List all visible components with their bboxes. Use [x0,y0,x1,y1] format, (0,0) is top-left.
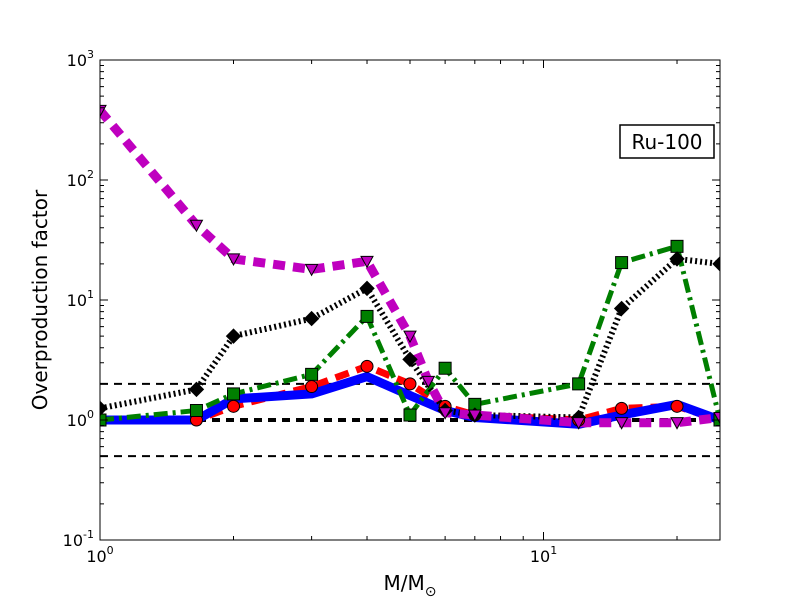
plot-area [100,60,720,540]
y-tick-label-0: 10-1 [63,528,94,550]
y-tick-label-4: 103 [67,48,94,70]
series-2-point [438,361,452,375]
annotation-frame [619,124,715,159]
y-tick-label-2: 101 [67,288,94,310]
series-0-point [615,401,629,415]
y-axis-title: Overproduction factor [28,189,52,410]
series-3-point [188,381,205,398]
series-4-point [670,417,684,430]
series-3-point [100,400,108,417]
series-2-point [360,309,374,323]
series-3-point [669,251,685,267]
x-tick-label-0: 100 [86,544,113,566]
series-3-point [359,280,375,297]
axis-ticks [99,59,720,541]
x-axis-title-subscript: ⊙ [425,584,437,600]
series-0-point [670,399,684,413]
annotation-box: Ru-100 [619,124,715,159]
series-2-point [305,367,319,381]
series-2-point [227,387,241,401]
series-0-point [227,399,241,413]
y-tick-label-1: 100 [67,408,94,430]
series-2-point [615,256,629,270]
annotation-label: Ru-100 [631,130,702,154]
x-axis-title: M/M⊙ [384,571,437,600]
series-4-point [403,330,417,344]
series-4-point [467,409,482,423]
y-tick-label-3: 102 [67,168,94,190]
series-0-point [403,377,417,391]
series-2-point [403,408,417,422]
series-markers [100,104,720,430]
series-4-point [614,417,629,430]
x-tick-label-1: 101 [530,544,557,566]
series-4-point [571,417,586,430]
series-4-point [421,375,436,389]
series-4-point [438,407,452,420]
series-3-point [402,351,418,368]
series-4-point [304,263,319,277]
series-0-point [305,380,319,394]
series-4-point [226,253,241,266]
series-2-point [670,239,684,253]
series-0-point [360,359,374,373]
series-4-point [360,255,374,269]
series-3-point [613,300,630,317]
series-3-point [225,328,242,344]
series-3-point [303,310,320,327]
x-axis-title-base: M/M [384,571,425,595]
series-4-point [713,411,720,425]
series-line-2 [100,243,720,423]
series-4-point [189,219,204,233]
series-2-point [189,403,203,417]
series-2-point [572,377,586,391]
series-line-1 [100,372,720,429]
